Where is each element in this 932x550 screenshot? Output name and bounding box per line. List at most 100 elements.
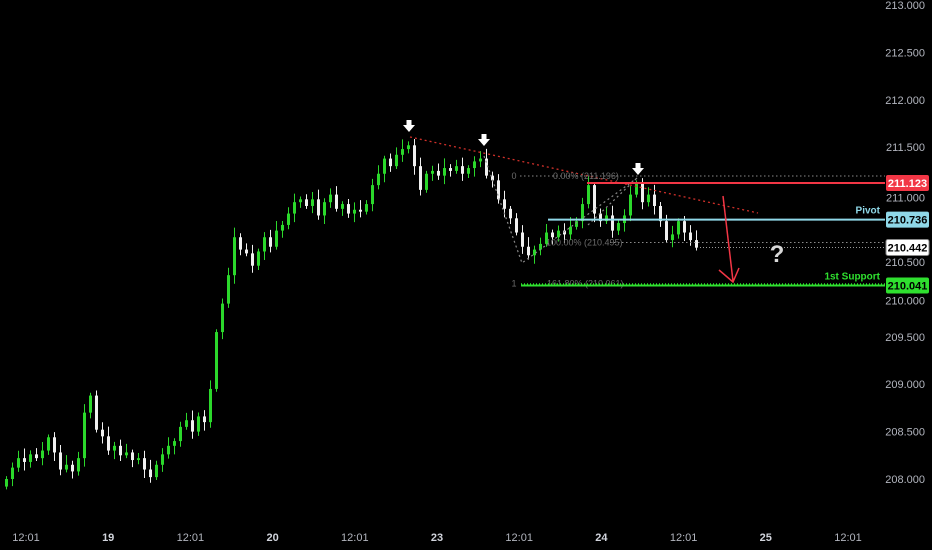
candle	[515, 213, 518, 236]
candle	[179, 421, 182, 447]
candle	[497, 174, 500, 204]
candle	[239, 233, 242, 256]
candle-body	[191, 420, 194, 432]
candle	[425, 170, 428, 193]
candle-body	[389, 158, 392, 167]
candle	[329, 188, 332, 208]
candle	[35, 448, 38, 461]
x-tick-label: 12:01	[670, 532, 698, 544]
arrow-down-icon	[632, 163, 644, 175]
candle-body	[545, 232, 548, 244]
y-tick-label: 212.000	[885, 95, 925, 107]
projection-arrow[interactable]	[722, 195, 734, 282]
candle	[401, 139, 404, 162]
candle-body	[569, 226, 572, 235]
y-tick-label: 208.500	[885, 427, 925, 439]
x-tick-label: 25	[760, 532, 772, 544]
candle	[293, 193, 296, 223]
candle-body	[689, 232, 692, 241]
candle	[581, 197, 584, 229]
candle-body	[611, 215, 614, 231]
y-tick-label: 209.500	[885, 332, 925, 344]
candle	[455, 159, 458, 174]
candle-body	[89, 395, 92, 413]
candle	[191, 410, 194, 439]
candle-body	[167, 445, 170, 455]
price-tags: 211.123 210.736 210.442 210.041	[885, 174, 930, 294]
candle-body	[77, 458, 80, 472]
candle	[413, 139, 416, 175]
descending-trendline[interactable]	[409, 136, 759, 214]
candle-body	[23, 458, 26, 462]
candle	[509, 205, 512, 224]
candle-body	[341, 204, 344, 209]
candle-body	[359, 209, 362, 212]
candle-body	[455, 166, 458, 171]
candle-body	[65, 464, 68, 470]
candle-body	[95, 395, 98, 430]
candle	[485, 148, 488, 179]
candle	[395, 147, 398, 170]
candle-body	[395, 154, 398, 167]
candle-body	[149, 469, 152, 478]
candle	[617, 219, 620, 235]
candle-body	[431, 170, 434, 174]
candle-body	[617, 223, 620, 231]
drawings	[409, 136, 759, 264]
candle	[71, 460, 74, 479]
candle-body	[641, 183, 644, 203]
projection-arrow-head	[718, 267, 740, 284]
candle	[233, 227, 236, 284]
candle	[695, 230, 698, 251]
candle-body	[119, 445, 122, 456]
candle	[281, 220, 284, 238]
candle	[275, 220, 278, 250]
candle-body	[161, 454, 164, 465]
candle-body	[419, 166, 422, 190]
candle-body	[665, 221, 668, 241]
candle-body	[143, 458, 146, 470]
pivot-price-tag: 210.736	[886, 211, 929, 228]
candle-body	[659, 205, 662, 222]
candle	[569, 217, 572, 241]
candle	[311, 191, 314, 214]
candle-body	[257, 251, 260, 266]
candle	[245, 243, 248, 257]
time-axis[interactable]: 12:01 19 12:01 20 12:01 23 12:01 24 12:01 25 12:01	[12, 532, 862, 544]
candle-body	[275, 230, 278, 247]
candle	[287, 207, 290, 230]
candle-body	[365, 204, 368, 212]
fib-level-label: 161.80% (210.061)	[547, 279, 624, 289]
candle-body	[647, 194, 650, 203]
candle	[461, 157, 464, 181]
candle	[173, 438, 176, 455]
candle	[557, 225, 560, 242]
candle-body	[317, 199, 320, 216]
candle	[47, 434, 50, 455]
candle-body	[491, 175, 494, 181]
candle-body	[575, 221, 578, 227]
candle-body	[467, 168, 470, 174]
candle	[545, 223, 548, 247]
candle	[323, 198, 326, 224]
y-tick-label: 210.500	[885, 257, 925, 269]
candle	[209, 380, 212, 428]
candle-body	[653, 194, 656, 206]
fibonacci-extension[interactable]: 0 0.00% (211.196) 100.00% (210.495) 1 161.80…	[511, 171, 885, 289]
candle-body	[185, 420, 188, 427]
candle-body	[587, 185, 590, 205]
candle-body	[503, 199, 506, 209]
candle	[269, 229, 272, 253]
candle	[227, 267, 230, 308]
candle-body	[41, 450, 44, 459]
candle	[149, 459, 152, 483]
candle-body	[239, 237, 242, 250]
last-price-price-tag: 210.442	[885, 238, 930, 256]
candle	[65, 455, 68, 473]
candle	[251, 244, 254, 273]
candle	[77, 451, 80, 476]
candle	[29, 450, 32, 468]
fib-connector	[587, 177, 638, 226]
price-axis[interactable]: 213.000 212.500 212.000 211.500 211.000 210.5…	[885, 0, 925, 486]
